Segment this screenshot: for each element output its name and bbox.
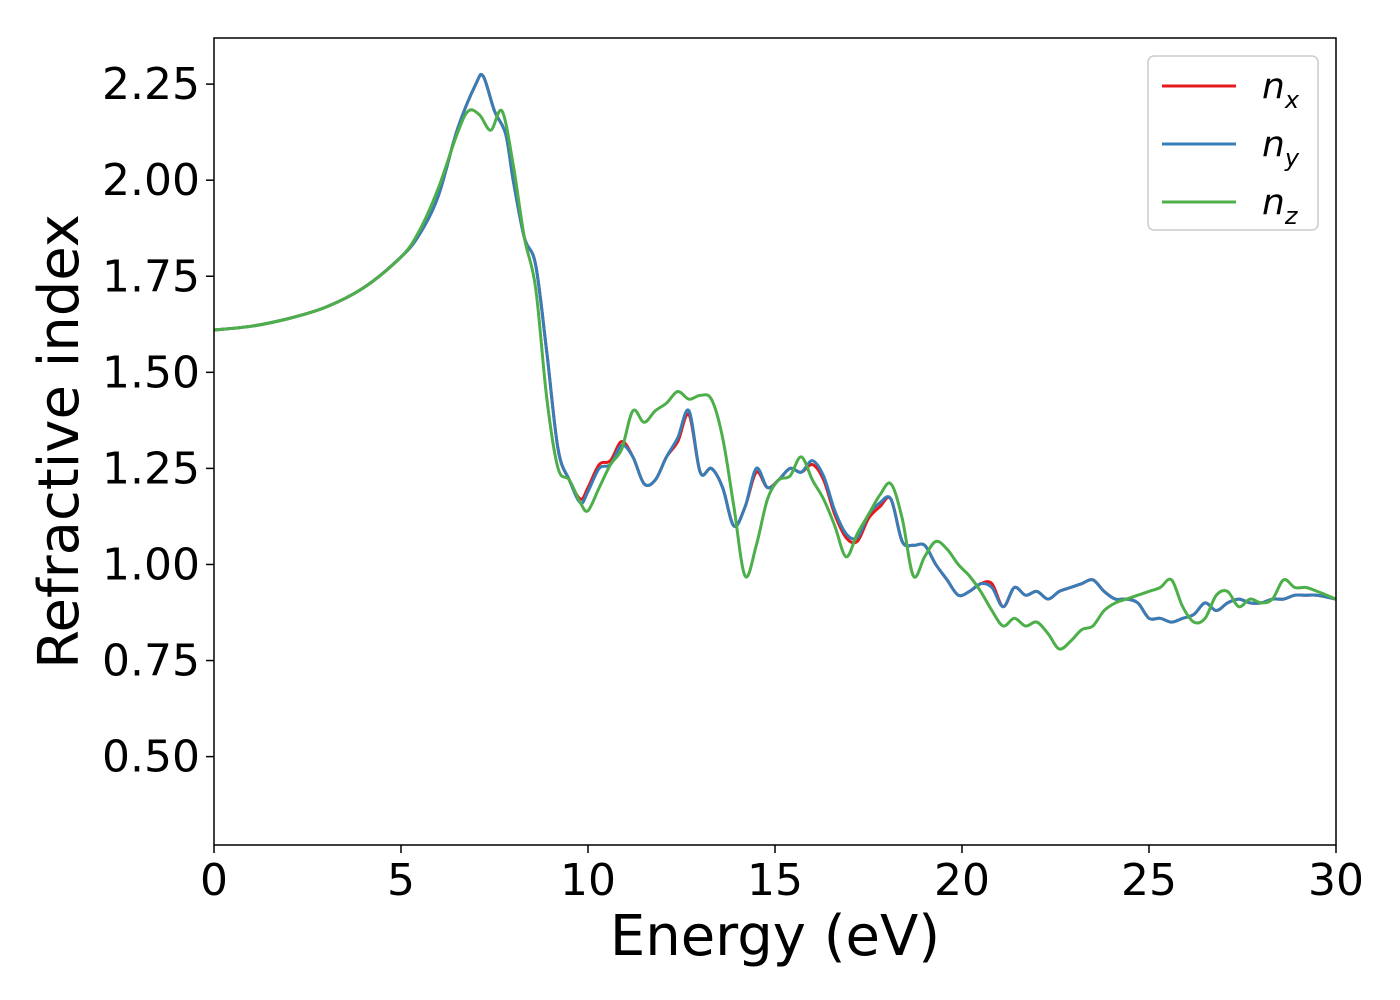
- legend-entry-name: n: [1262, 66, 1285, 107]
- legend-entry-ny: ny: [1262, 124, 1300, 172]
- x-axis: 0 5 10 15 20 25 30: [200, 845, 1364, 906]
- legend-entry-nz: nz: [1262, 182, 1299, 230]
- y-tick-label: 1.00: [102, 539, 200, 590]
- x-tick-label: 5: [387, 855, 415, 906]
- y-tick-label: 2.25: [102, 59, 200, 110]
- y-axis: 0.50 0.75 1.00 1.25 1.50 1.75 2.00 2.25: [102, 59, 214, 783]
- x-axis-label: Energy (eV): [610, 904, 940, 969]
- legend-entry-nx: nx: [1262, 66, 1300, 114]
- series-line-nz: [214, 108, 1336, 651]
- legend-entry-subscript: y: [1284, 144, 1300, 172]
- series-layer: [214, 72, 1336, 651]
- y-tick-label: 1.75: [102, 251, 200, 302]
- legend-entry-name: n: [1262, 124, 1285, 165]
- y-tick-label: 2.00: [102, 155, 200, 206]
- legend-entry-subscript: z: [1284, 202, 1299, 230]
- x-tick-label: 10: [560, 855, 616, 906]
- x-tick-label: 0: [200, 855, 228, 906]
- x-tick-label: 15: [747, 855, 803, 906]
- legend-entry-name: n: [1262, 182, 1285, 223]
- y-axis-label: Refractive index: [27, 214, 92, 669]
- y-tick-label: 0.50: [102, 732, 200, 783]
- y-tick-label: 1.50: [102, 347, 200, 398]
- y-tick-label: 0.75: [102, 636, 200, 687]
- x-tick-label: 20: [934, 855, 990, 906]
- legend-entry-subscript: x: [1284, 86, 1300, 114]
- x-tick-label: 30: [1308, 855, 1364, 906]
- x-tick-label: 25: [1121, 855, 1177, 906]
- y-tick-label: 1.25: [102, 443, 200, 494]
